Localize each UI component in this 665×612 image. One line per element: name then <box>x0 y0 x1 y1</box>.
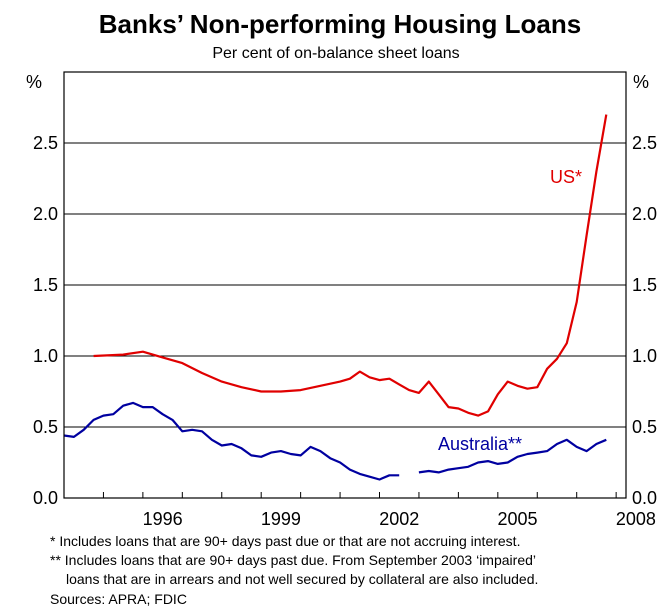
y-tick-label-left: 2.0 <box>33 204 58 224</box>
y-tick-label-right: 2.0 <box>632 204 657 224</box>
plot-frame <box>63 71 627 499</box>
y-tick-label-right: 0.0 <box>632 488 657 508</box>
chart-title: Banks’ Non-performing Housing Loans <box>99 9 581 39</box>
x-tick-label: 2002 <box>379 509 419 529</box>
note-2: ** Includes loans that are 90+ days past… <box>50 552 536 568</box>
y-unit-left: % <box>26 72 42 92</box>
note-3: loans that are in arrears and not well s… <box>66 571 538 587</box>
x-tick-label: 1999 <box>261 509 301 529</box>
y-tick-label-right: 1.0 <box>632 346 657 366</box>
y-axis-left: 0.0 0.5 1.0 1.5 2.0 2.5 <box>33 133 58 508</box>
series-lines <box>63 114 608 481</box>
y-tick-label-left: 0.5 <box>33 417 58 437</box>
series-line-australia <box>418 438 607 474</box>
series-label-australia: Australia** <box>438 434 522 454</box>
y-tick-label-left: 2.5 <box>33 133 58 153</box>
series-line-us <box>93 114 608 417</box>
note-1: * Includes loans that are 90+ days past … <box>50 533 520 549</box>
x-tick-label: 2008 <box>616 509 656 529</box>
y-axis-right: 0.0 0.5 1.0 1.5 2.0 2.5 <box>632 133 657 508</box>
y-tick-label-right: 1.5 <box>632 275 657 295</box>
chart-subtitle: Per cent of on-balance sheet loans <box>212 45 459 62</box>
y-tick-label-right: 0.5 <box>632 417 657 437</box>
y-tick-label-left: 1.5 <box>33 275 58 295</box>
series-label-us: US* <box>550 167 582 187</box>
x-tick-label: 1996 <box>143 509 183 529</box>
series-line-australia <box>63 401 400 481</box>
sources-note: Sources: APRA; FDIC <box>50 591 187 607</box>
x-tick-label: 2005 <box>498 509 538 529</box>
y-tick-label-right: 2.5 <box>632 133 657 153</box>
y-tick-label-left: 1.0 <box>33 346 58 366</box>
y-tick-label-left: 0.0 <box>33 488 58 508</box>
y-unit-right: % <box>633 72 649 92</box>
x-axis: 1996 1999 2002 2005 2008 <box>63 492 656 529</box>
gridlines <box>64 142 626 428</box>
